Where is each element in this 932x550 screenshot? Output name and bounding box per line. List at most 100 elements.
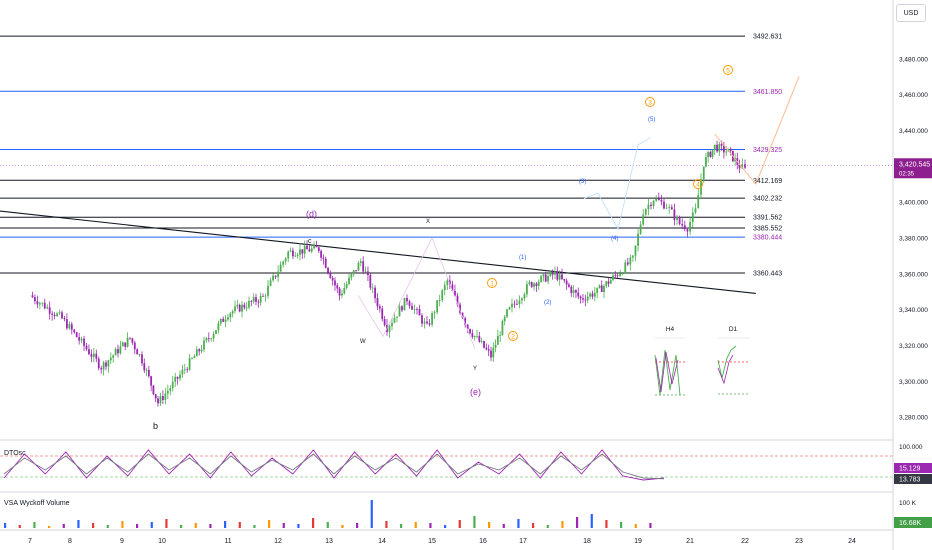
candle-body (542, 274, 545, 277)
candle-body (371, 287, 374, 289)
candle-body (565, 280, 568, 285)
candle-body (624, 262, 627, 274)
wave-label-5: (5) (648, 117, 655, 123)
candle-body (579, 296, 582, 299)
candle-body (678, 217, 681, 224)
candle-body (537, 281, 540, 287)
candle-body (433, 312, 436, 314)
candle-body (476, 335, 478, 337)
candle-body (191, 358, 193, 359)
horizontal-levels: 3492.631 3461.850 3429.325 3412.169 3402.232… (0, 34, 893, 277)
mini-label-h4: H4 (666, 326, 675, 333)
candle-body (277, 271, 280, 277)
candle-body (549, 271, 552, 276)
candle-body (114, 349, 117, 356)
candle-body (637, 233, 639, 246)
candle-body (729, 148, 732, 151)
price-tick-2: 3,440.000 (899, 128, 928, 135)
candle-body (88, 349, 90, 355)
stoch-badge-2 (894, 474, 932, 484)
candle-body (388, 326, 391, 332)
candle-body (716, 144, 718, 152)
candle-body (310, 248, 313, 252)
candle-body (61, 312, 63, 319)
descending-trendline (0, 210, 756, 295)
candle-body (315, 245, 318, 248)
mini-d1-path2 (717, 354, 734, 385)
candle-body (673, 209, 676, 220)
wave-circle-5 (723, 65, 733, 75)
stoch-badge-1 (894, 463, 932, 473)
candle-body (421, 315, 423, 324)
volume-bar (150, 522, 153, 528)
price-tick-4: 3,400.000 (899, 200, 928, 207)
volume-bar (121, 521, 124, 528)
candle-body (34, 297, 36, 302)
currency-button[interactable]: USD (896, 4, 926, 22)
candle-body (152, 385, 155, 395)
candle-body (657, 198, 660, 201)
date-tick-10: 17 (519, 538, 527, 545)
candle-body (289, 250, 292, 252)
volume-bar (444, 525, 447, 528)
candle-body (369, 275, 372, 288)
volume-bar (209, 524, 212, 528)
level-label-1: 3461.850 (753, 89, 782, 96)
candle-body (136, 349, 139, 355)
volume-value: 16.68K (899, 520, 922, 527)
stoch-value-1: 15.129 (899, 466, 921, 473)
candle-body (112, 355, 115, 358)
candle-body (317, 247, 320, 251)
candle-body (526, 284, 528, 295)
candle-body (174, 376, 177, 382)
candle-body (418, 309, 421, 316)
candle-body (408, 301, 411, 306)
candle-body (556, 271, 559, 280)
date-tick-1: 8 (68, 538, 72, 545)
candle-body (294, 255, 297, 257)
candle-body (343, 288, 346, 294)
candle-body (614, 275, 617, 277)
candle-body (80, 338, 83, 341)
price-axis: 3,480.0003,460.0003,440.0003,420.0003,40… (28, 0, 932, 550)
candle-body (528, 282, 531, 285)
candle-body (176, 376, 179, 379)
candle-body (483, 341, 485, 348)
volume-bar (488, 522, 491, 528)
candle-body (413, 309, 416, 310)
last-price-value: 3,420.545 (899, 161, 930, 168)
candle-series (31, 140, 746, 407)
candle-body (350, 274, 353, 278)
candle-body (554, 271, 556, 275)
candle-body (707, 152, 710, 158)
candle-body (683, 225, 686, 230)
price-tick-5: 3,380.000 (899, 235, 928, 242)
candle-body (267, 285, 269, 296)
candle-body (663, 201, 665, 209)
candle-body (284, 258, 287, 262)
candle-body (469, 328, 471, 334)
candle-body (313, 245, 315, 249)
volume-bar (546, 525, 549, 528)
candle-body (644, 209, 647, 215)
candle-body (68, 324, 71, 329)
date-tick-11: 18 (583, 538, 591, 545)
volume-bar (33, 522, 36, 528)
candle-body (456, 295, 459, 305)
candle-body (511, 303, 513, 308)
candle-body (466, 324, 469, 329)
candle-body (219, 318, 222, 324)
candle-body (296, 254, 299, 256)
volume-bar (649, 523, 652, 528)
last-price-countdown: 02:35 (899, 171, 915, 177)
candle-body (145, 369, 148, 371)
candle-body (205, 338, 208, 341)
candle-body (521, 298, 523, 301)
candle-body (596, 287, 599, 293)
candle-body (561, 274, 563, 280)
wave-label-4: (4) (611, 236, 618, 242)
volume-bar (605, 520, 608, 528)
volume-bar (590, 514, 593, 528)
candle-body (207, 338, 210, 339)
